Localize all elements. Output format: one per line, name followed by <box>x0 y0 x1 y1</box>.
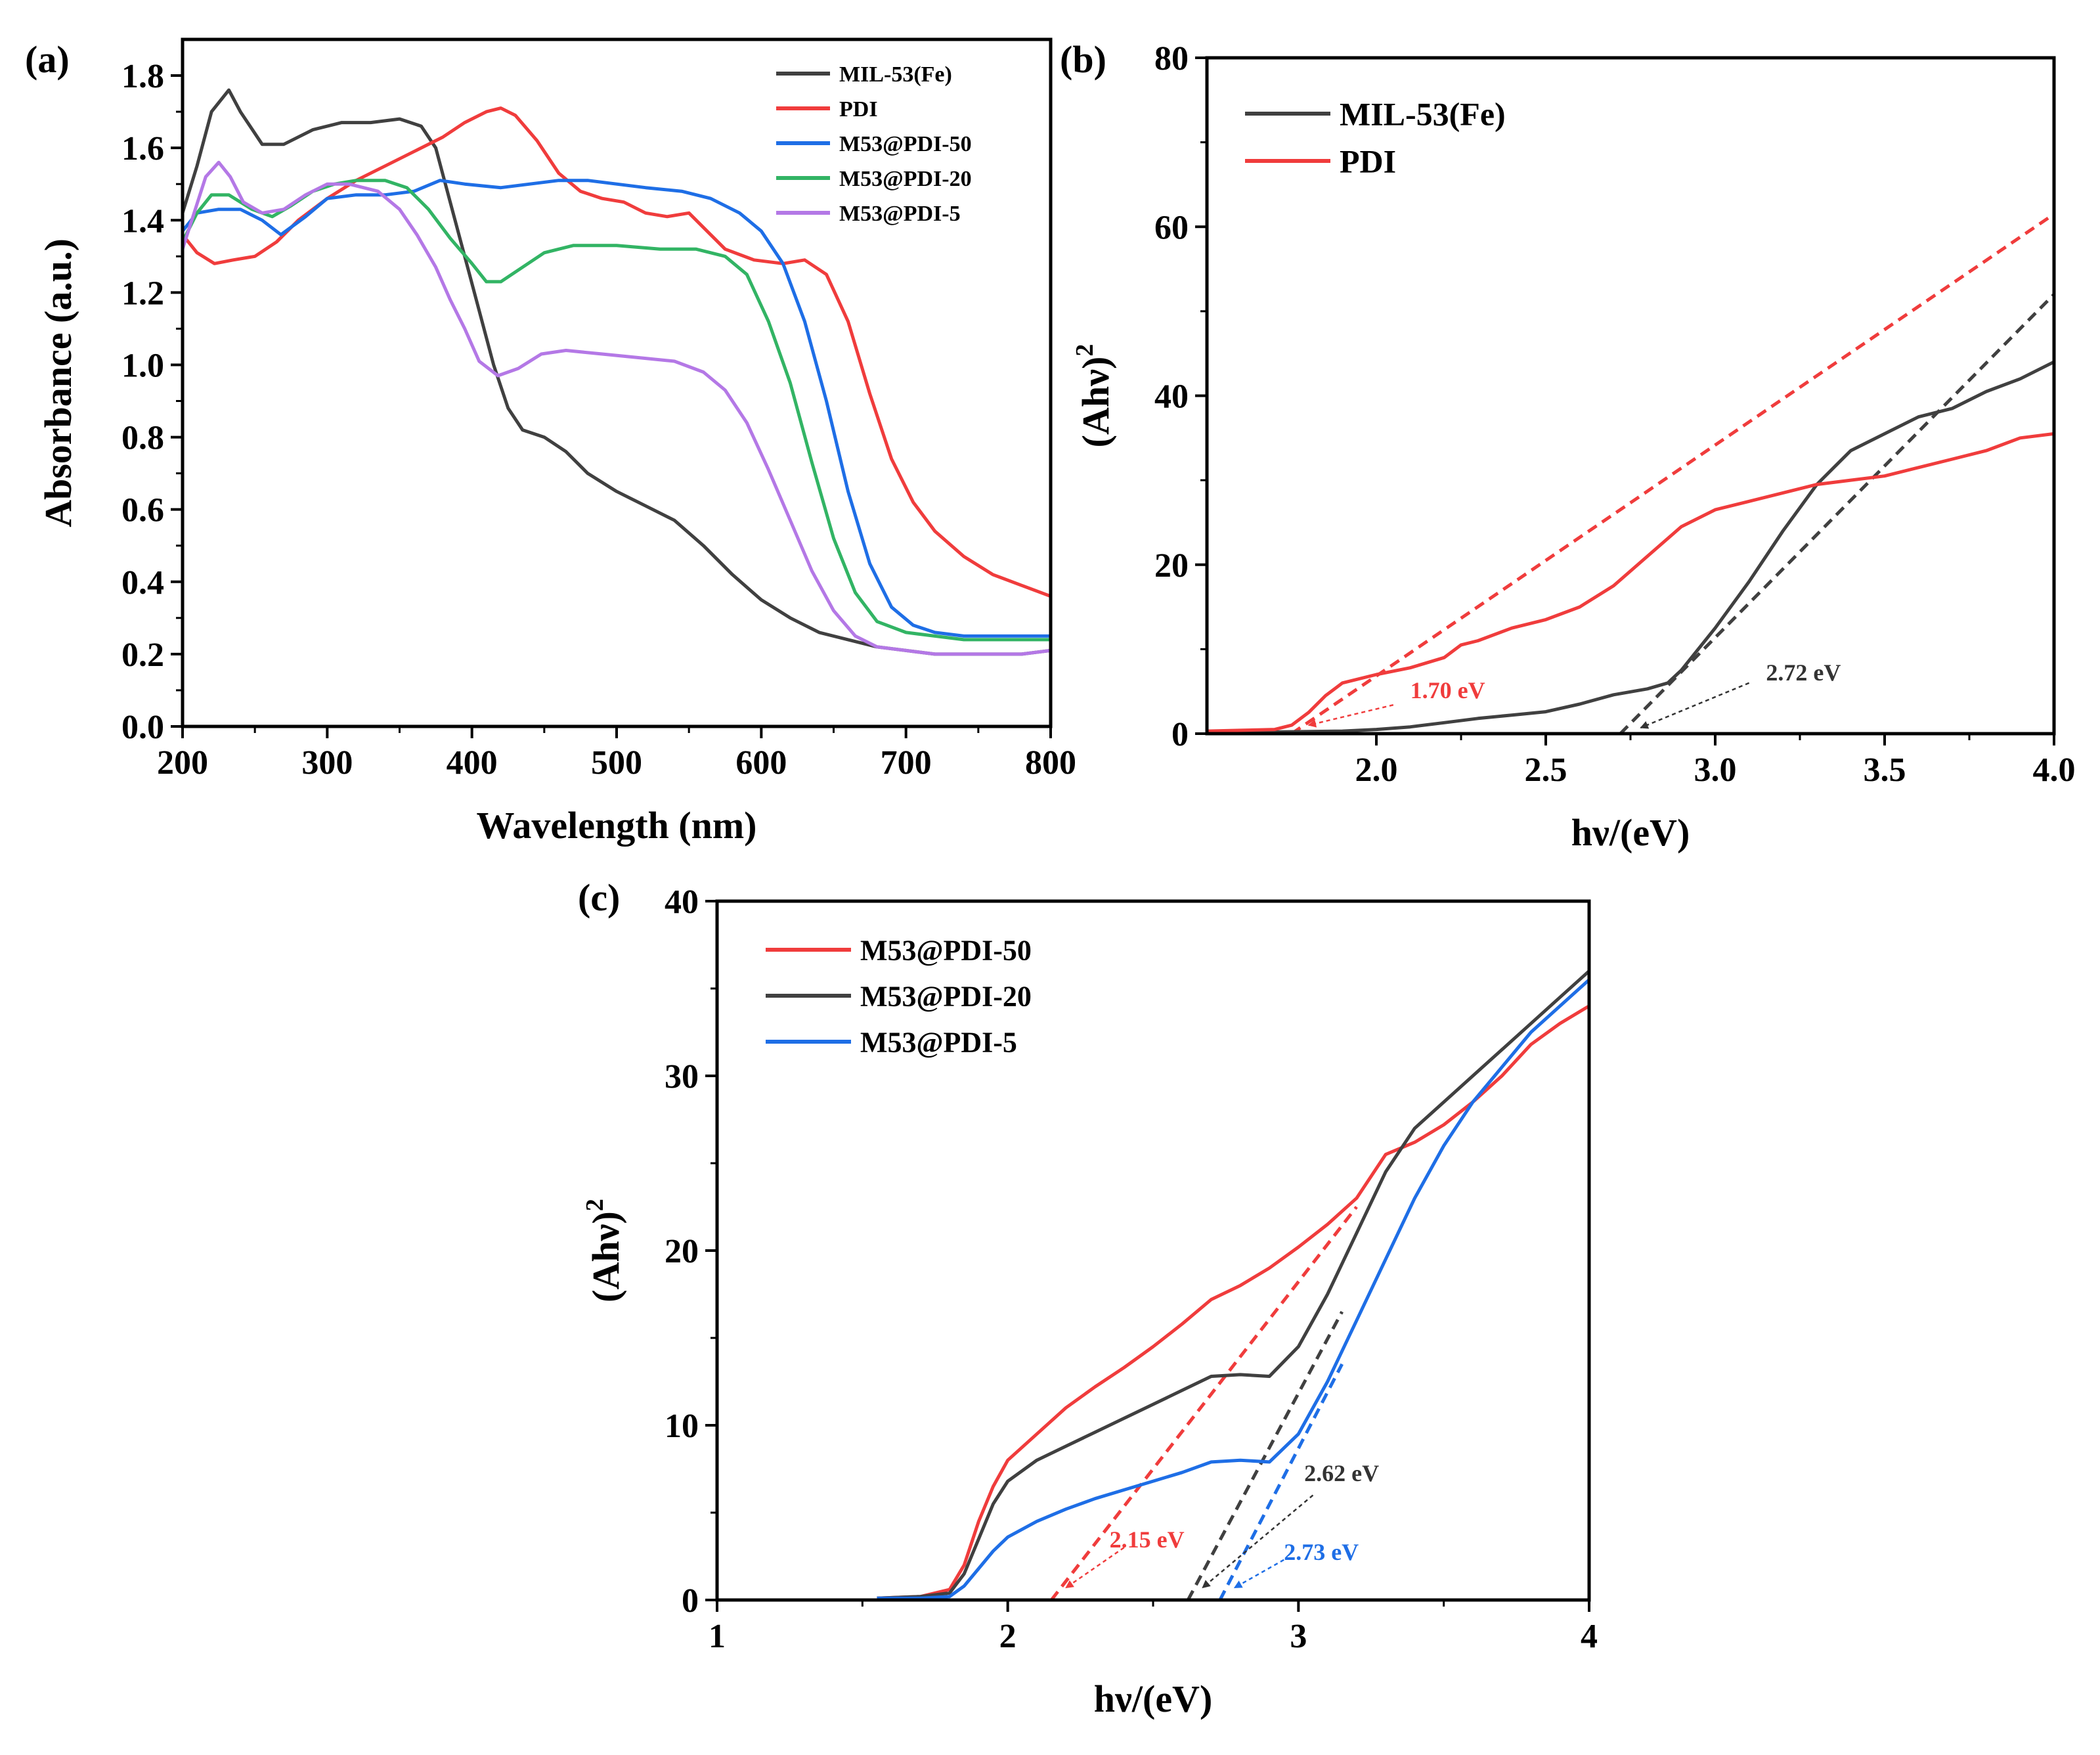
annotation-arrow <box>1640 682 1750 729</box>
legend-label: MIL-53(Fe) <box>1340 96 1506 133</box>
x-tick-label: 300 <box>301 744 353 782</box>
y-tick-label: 10 <box>665 1408 699 1445</box>
x-tick-label: 2.0 <box>1355 751 1398 789</box>
annotation-arrow <box>1307 704 1394 728</box>
panel-b: (b) 2.0 2.5 3.0 3.5 4.0 0 20 40 60 80 hν/(eV) (Ahν)2… <box>1060 38 2076 854</box>
panel-a: (a) 200 300 400 500 600 700 800 0.0 0.2 0.4 0.6 0.8 1… <box>25 37 1076 847</box>
legend-label: M53@PDI-20 <box>839 167 972 191</box>
y-tick-label: 1.2 <box>121 275 164 312</box>
y-axis-label: Absorbance (a.u.) <box>37 238 79 527</box>
y-tick-label: 60 <box>1154 209 1189 246</box>
fit-line-red <box>1050 1205 1358 1600</box>
y-tick-label: 0 <box>1171 716 1189 753</box>
series-line-m53-pdi-50 <box>183 179 1051 638</box>
legend-label: MIL-53(Fe) <box>839 62 952 87</box>
series-line-m53-pdi-5 <box>877 978 1589 1600</box>
legend-label: M53@PDI-5 <box>860 1026 1017 1058</box>
legend-label: M53@PDI-20 <box>860 980 1032 1012</box>
y-axis-label-superscript: 2 <box>1071 344 1099 357</box>
annotation-arrow <box>1233 1559 1284 1589</box>
y-tick-label: 20 <box>665 1233 699 1270</box>
panel-label: (c) <box>578 876 620 919</box>
plot-frame <box>1205 56 2056 736</box>
fit-line-red <box>1290 212 2054 734</box>
x-tick-label: 4.0 <box>2033 751 2076 789</box>
y-tick-label: 1.0 <box>121 347 164 384</box>
y-tick-label: 1.4 <box>121 202 164 240</box>
x-tick-label: 4 <box>1581 1618 1598 1655</box>
series-line-mil-53-fe- <box>1207 360 2054 734</box>
x-tick-label: 2 <box>999 1618 1017 1655</box>
y-axis-label-superscript: 2 <box>581 1199 609 1211</box>
panel-label: (b) <box>1060 38 1106 81</box>
legend-label: PDI <box>1340 143 1396 180</box>
y-tick-label: 30 <box>665 1058 699 1096</box>
annotation-label: 2.62 eV <box>1304 1460 1379 1486</box>
legend-label: PDI <box>839 97 878 122</box>
annotation-arrow <box>1202 1494 1314 1589</box>
plot-frame <box>715 899 1591 1602</box>
x-axis-label: hν/(eV) <box>1094 1677 1213 1720</box>
x-tick-label: 700 <box>881 744 932 782</box>
annotation-label: 2.15 eV <box>1110 1526 1185 1553</box>
series-line-m53-pdi-5 <box>183 160 1051 656</box>
y-axis-label: (Ahν)2 <box>1071 344 1117 448</box>
annotation-label: 2.72 eV <box>1766 659 1841 686</box>
x-tick-label: 200 <box>157 744 208 782</box>
panel-c: (c)1 2 3 4010203040hν/(eV)(Ahν)2M53@PDI-50M… <box>578 876 1598 1720</box>
y-tick-label: 1.6 <box>121 130 164 167</box>
x-tick-label: 3.0 <box>1694 751 1737 789</box>
fit-line-black <box>1619 293 2054 734</box>
x-axis-label: Wavelength (nm) <box>477 804 757 847</box>
x-tick-label: 400 <box>447 744 498 782</box>
x-tick-label: 2.5 <box>1525 751 1567 789</box>
x-tick-label: 3.5 <box>1864 751 1906 789</box>
legend-label: M53@PDI-50 <box>839 132 972 156</box>
x-tick-label: 600 <box>735 744 787 782</box>
y-axis-label: (Ahν)2 <box>581 1199 627 1302</box>
series-line-m53-pdi-50 <box>877 1004 1589 1600</box>
y-tick-label: 80 <box>1154 40 1189 78</box>
fit-line-blue <box>1218 1363 1344 1600</box>
annotation-label: 2.73 eV <box>1284 1539 1359 1565</box>
x-tick-label: 3 <box>1290 1618 1307 1655</box>
y-tick-label: 0.6 <box>121 492 164 529</box>
x-tick-label: 1 <box>709 1618 726 1655</box>
x-axis-label: hν/(eV) <box>1571 811 1690 854</box>
y-tick-label: 0.8 <box>121 420 164 457</box>
legend-label: M53@PDI-50 <box>860 934 1032 966</box>
x-tick-label: 500 <box>591 744 642 782</box>
series-line-m53-pdi-20 <box>183 179 1051 642</box>
y-tick-label: 0 <box>682 1582 699 1620</box>
panel-label: (a) <box>25 38 70 81</box>
y-tick-label: 20 <box>1154 547 1189 585</box>
fit-line-black <box>1186 1310 1344 1600</box>
y-tick-label: 40 <box>1154 378 1189 416</box>
y-tick-label: 0.4 <box>121 564 164 602</box>
series-line-pdi <box>1207 432 2054 733</box>
series-line-m53-pdi-20 <box>877 969 1589 1600</box>
y-tick-label: 40 <box>665 883 699 921</box>
legend-label: M53@PDI-5 <box>839 202 961 226</box>
annotation-label: 1.70 eV <box>1411 677 1485 703</box>
annotation-arrow <box>1065 1547 1125 1589</box>
y-tick-label: 0.0 <box>121 709 164 746</box>
y-tick-label: 1.8 <box>121 58 164 95</box>
y-tick-label: 0.2 <box>121 636 164 674</box>
x-tick-label: 800 <box>1025 744 1076 782</box>
